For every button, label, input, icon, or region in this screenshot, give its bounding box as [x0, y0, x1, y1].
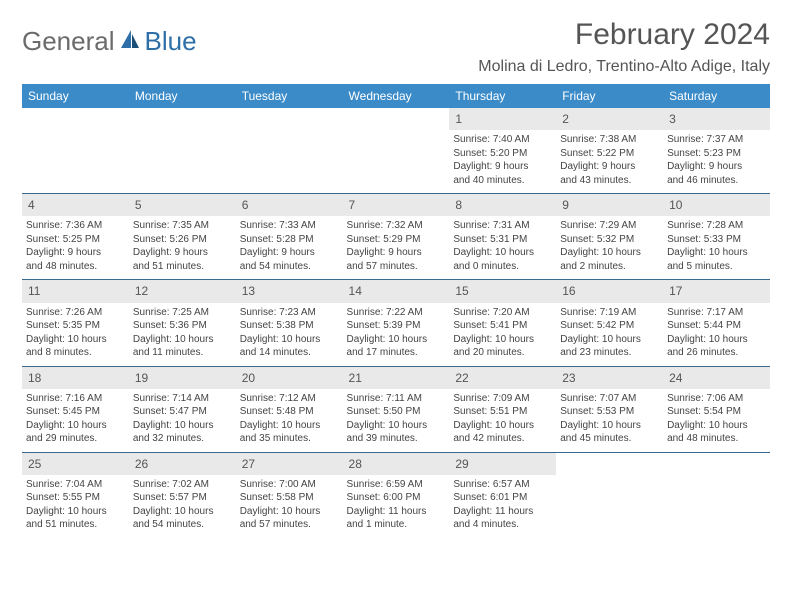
weekday-header: Monday	[129, 84, 236, 108]
weekday-header: Wednesday	[343, 84, 450, 108]
weekday-header: Sunday	[22, 84, 129, 108]
header: General Blue February 2024 Molina di Led…	[22, 18, 770, 76]
day-number-cell: 13	[236, 280, 343, 303]
day-info-cell: Sunrise: 7:38 AMSunset: 5:22 PMDaylight:…	[556, 130, 663, 194]
weekday-header-row: SundayMondayTuesdayWednesdayThursdayFrid…	[22, 84, 770, 108]
day-info-cell: Sunrise: 7:12 AMSunset: 5:48 PMDaylight:…	[236, 389, 343, 453]
day-number-cell: 10	[663, 194, 770, 217]
daynum-row: 11121314151617	[22, 280, 770, 303]
logo: General Blue	[22, 26, 197, 57]
title-block: February 2024 Molina di Ledro, Trentino-…	[478, 18, 770, 76]
day-number-cell: 28	[343, 452, 450, 475]
day-info-cell: Sunrise: 7:22 AMSunset: 5:39 PMDaylight:…	[343, 303, 450, 367]
day-info-cell: Sunrise: 7:28 AMSunset: 5:33 PMDaylight:…	[663, 216, 770, 280]
day-info-cell: Sunrise: 7:35 AMSunset: 5:26 PMDaylight:…	[129, 216, 236, 280]
day-number-cell: 5	[129, 194, 236, 217]
day-number-cell: 18	[22, 366, 129, 389]
day-info-cell: Sunrise: 7:17 AMSunset: 5:44 PMDaylight:…	[663, 303, 770, 367]
day-number-cell: 9	[556, 194, 663, 217]
day-info-cell	[236, 130, 343, 194]
day-number-cell: 1	[449, 108, 556, 130]
day-number-cell: 2	[556, 108, 663, 130]
weekday-header: Saturday	[663, 84, 770, 108]
day-info-cell	[663, 475, 770, 538]
day-number-cell: 21	[343, 366, 450, 389]
info-row: Sunrise: 7:04 AMSunset: 5:55 PMDaylight:…	[22, 475, 770, 538]
day-number-cell	[663, 452, 770, 475]
day-info-cell: Sunrise: 7:29 AMSunset: 5:32 PMDaylight:…	[556, 216, 663, 280]
day-number-cell: 12	[129, 280, 236, 303]
day-info-cell: Sunrise: 7:32 AMSunset: 5:29 PMDaylight:…	[343, 216, 450, 280]
day-info-cell: Sunrise: 7:36 AMSunset: 5:25 PMDaylight:…	[22, 216, 129, 280]
day-number-cell	[22, 108, 129, 130]
logo-text-blue: Blue	[145, 26, 197, 57]
logo-text-general: General	[22, 26, 115, 57]
day-number-cell: 15	[449, 280, 556, 303]
calendar-body: 123Sunrise: 7:40 AMSunset: 5:20 PMDaylig…	[22, 108, 770, 538]
info-row: Sunrise: 7:40 AMSunset: 5:20 PMDaylight:…	[22, 130, 770, 194]
day-number-cell: 7	[343, 194, 450, 217]
day-info-cell: Sunrise: 7:33 AMSunset: 5:28 PMDaylight:…	[236, 216, 343, 280]
day-number-cell: 29	[449, 452, 556, 475]
sail-icon	[119, 28, 141, 55]
day-number-cell: 27	[236, 452, 343, 475]
day-info-cell	[129, 130, 236, 194]
day-info-cell	[556, 475, 663, 538]
day-info-cell: Sunrise: 7:16 AMSunset: 5:45 PMDaylight:…	[22, 389, 129, 453]
weekday-header: Tuesday	[236, 84, 343, 108]
info-row: Sunrise: 7:26 AMSunset: 5:35 PMDaylight:…	[22, 303, 770, 367]
day-info-cell: Sunrise: 7:20 AMSunset: 5:41 PMDaylight:…	[449, 303, 556, 367]
day-info-cell: Sunrise: 7:25 AMSunset: 5:36 PMDaylight:…	[129, 303, 236, 367]
month-title: February 2024	[478, 18, 770, 52]
calendar-table: SundayMondayTuesdayWednesdayThursdayFrid…	[22, 84, 770, 538]
day-number-cell: 14	[343, 280, 450, 303]
day-info-cell: Sunrise: 7:37 AMSunset: 5:23 PMDaylight:…	[663, 130, 770, 194]
daynum-row: 123	[22, 108, 770, 130]
day-number-cell: 24	[663, 366, 770, 389]
day-number-cell	[343, 108, 450, 130]
day-info-cell: Sunrise: 7:40 AMSunset: 5:20 PMDaylight:…	[449, 130, 556, 194]
day-info-cell	[343, 130, 450, 194]
location: Molina di Ledro, Trentino-Alto Adige, It…	[478, 58, 770, 76]
info-row: Sunrise: 7:16 AMSunset: 5:45 PMDaylight:…	[22, 389, 770, 453]
day-number-cell	[129, 108, 236, 130]
day-info-cell	[22, 130, 129, 194]
daynum-row: 18192021222324	[22, 366, 770, 389]
day-info-cell: Sunrise: 7:04 AMSunset: 5:55 PMDaylight:…	[22, 475, 129, 538]
day-number-cell: 3	[663, 108, 770, 130]
daynum-row: 2526272829	[22, 452, 770, 475]
daynum-row: 45678910	[22, 194, 770, 217]
weekday-header: Thursday	[449, 84, 556, 108]
day-info-cell: Sunrise: 7:23 AMSunset: 5:38 PMDaylight:…	[236, 303, 343, 367]
day-number-cell: 26	[129, 452, 236, 475]
day-info-cell: Sunrise: 7:02 AMSunset: 5:57 PMDaylight:…	[129, 475, 236, 538]
weekday-header: Friday	[556, 84, 663, 108]
day-info-cell: Sunrise: 7:26 AMSunset: 5:35 PMDaylight:…	[22, 303, 129, 367]
day-info-cell: Sunrise: 6:57 AMSunset: 6:01 PMDaylight:…	[449, 475, 556, 538]
day-number-cell: 16	[556, 280, 663, 303]
day-info-cell: Sunrise: 6:59 AMSunset: 6:00 PMDaylight:…	[343, 475, 450, 538]
day-number-cell: 4	[22, 194, 129, 217]
day-info-cell: Sunrise: 7:07 AMSunset: 5:53 PMDaylight:…	[556, 389, 663, 453]
day-number-cell: 20	[236, 366, 343, 389]
day-info-cell: Sunrise: 7:11 AMSunset: 5:50 PMDaylight:…	[343, 389, 450, 453]
day-number-cell: 17	[663, 280, 770, 303]
day-number-cell: 11	[22, 280, 129, 303]
day-info-cell: Sunrise: 7:09 AMSunset: 5:51 PMDaylight:…	[449, 389, 556, 453]
day-info-cell: Sunrise: 7:06 AMSunset: 5:54 PMDaylight:…	[663, 389, 770, 453]
day-info-cell: Sunrise: 7:00 AMSunset: 5:58 PMDaylight:…	[236, 475, 343, 538]
day-number-cell: 23	[556, 366, 663, 389]
day-number-cell: 6	[236, 194, 343, 217]
day-info-cell: Sunrise: 7:19 AMSunset: 5:42 PMDaylight:…	[556, 303, 663, 367]
info-row: Sunrise: 7:36 AMSunset: 5:25 PMDaylight:…	[22, 216, 770, 280]
day-number-cell: 8	[449, 194, 556, 217]
day-number-cell: 22	[449, 366, 556, 389]
day-number-cell	[556, 452, 663, 475]
day-info-cell: Sunrise: 7:31 AMSunset: 5:31 PMDaylight:…	[449, 216, 556, 280]
day-number-cell	[236, 108, 343, 130]
day-info-cell: Sunrise: 7:14 AMSunset: 5:47 PMDaylight:…	[129, 389, 236, 453]
day-number-cell: 25	[22, 452, 129, 475]
day-number-cell: 19	[129, 366, 236, 389]
